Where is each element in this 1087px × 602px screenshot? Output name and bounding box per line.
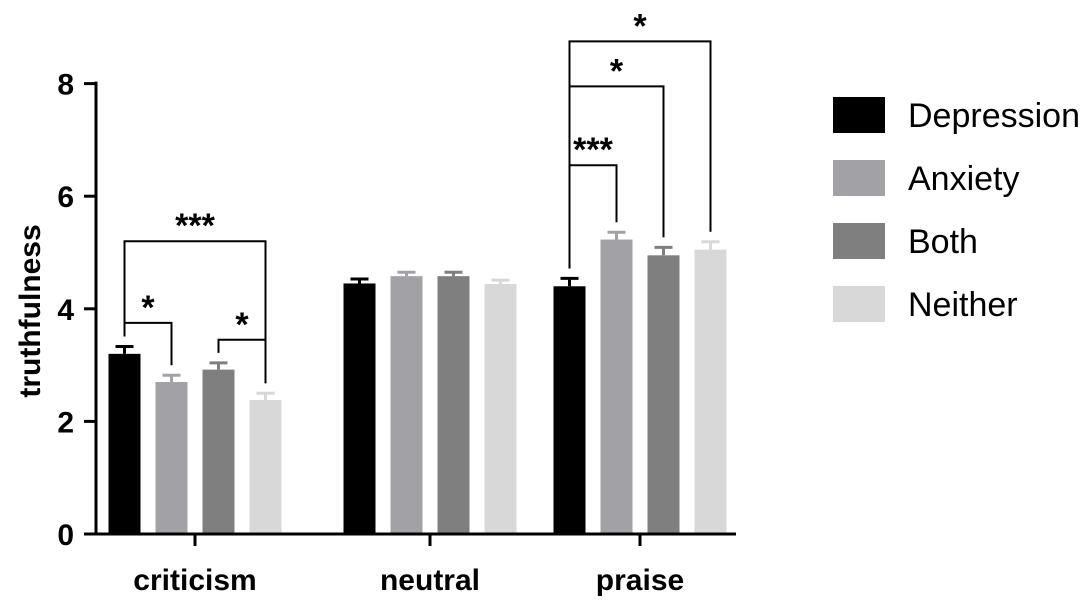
y-ticks-layer: 0 2 4 6 8: [57, 69, 96, 552]
bar-depression-praise: [553, 286, 586, 534]
bar-neither-praise: [694, 249, 727, 534]
significance-layer: **** ******: [123, 7, 712, 384]
legend-label-depression: Depression: [908, 97, 1080, 135]
significance-bracket: [568, 164, 618, 269]
significance-bracket: [123, 321, 173, 366]
bar-depression-criticism: [108, 353, 141, 534]
legend-swatch-neither: [833, 286, 885, 322]
significance-bracket: [217, 338, 267, 384]
legend: Depression Anxiety Both Neither: [833, 97, 1080, 324]
significance-label: *: [141, 289, 155, 327]
significance-label: ***: [175, 207, 215, 245]
x-ticks-layer: criticism neutral praise: [133, 534, 684, 597]
bar-both-neutral: [437, 276, 470, 534]
y-tick-label: 4: [57, 294, 74, 327]
significance-bracket: [123, 240, 267, 384]
bar-both-praise: [647, 255, 680, 534]
significance-label: *: [235, 306, 249, 344]
legend-swatch-both: [833, 223, 885, 259]
y-tick-label: 0: [57, 519, 74, 552]
significance-label: *: [633, 7, 647, 45]
significance-label: *: [610, 52, 624, 90]
y-tick-label: 6: [57, 181, 74, 214]
legend-label-anxiety: Anxiety: [908, 160, 1020, 198]
bar-both-criticism: [202, 369, 235, 534]
bar-anxiety-praise: [600, 239, 633, 534]
x-tick-label-praise: praise: [596, 564, 684, 597]
x-tick-label-neutral: neutral: [380, 564, 480, 597]
y-axis-label: truthfulness: [14, 224, 47, 397]
bar-depression-neutral: [343, 283, 376, 534]
significance-label: ***: [573, 131, 613, 169]
y-tick-label: 8: [57, 69, 74, 102]
bar-anxiety-neutral: [390, 276, 423, 534]
error-bars-layer: [115, 230, 720, 401]
bar-neither-criticism: [249, 400, 282, 534]
bar-neither-neutral: [484, 284, 517, 534]
bars-layer: [108, 239, 727, 534]
x-tick-label-criticism: criticism: [133, 564, 256, 597]
legend-swatch-depression: [833, 97, 885, 133]
legend-swatch-anxiety: [833, 160, 885, 196]
y-tick-label: 2: [57, 406, 74, 439]
legend-label-both: Both: [908, 223, 978, 261]
legend-label-neither: Neither: [908, 286, 1018, 324]
bar-anxiety-criticism: [155, 381, 188, 534]
